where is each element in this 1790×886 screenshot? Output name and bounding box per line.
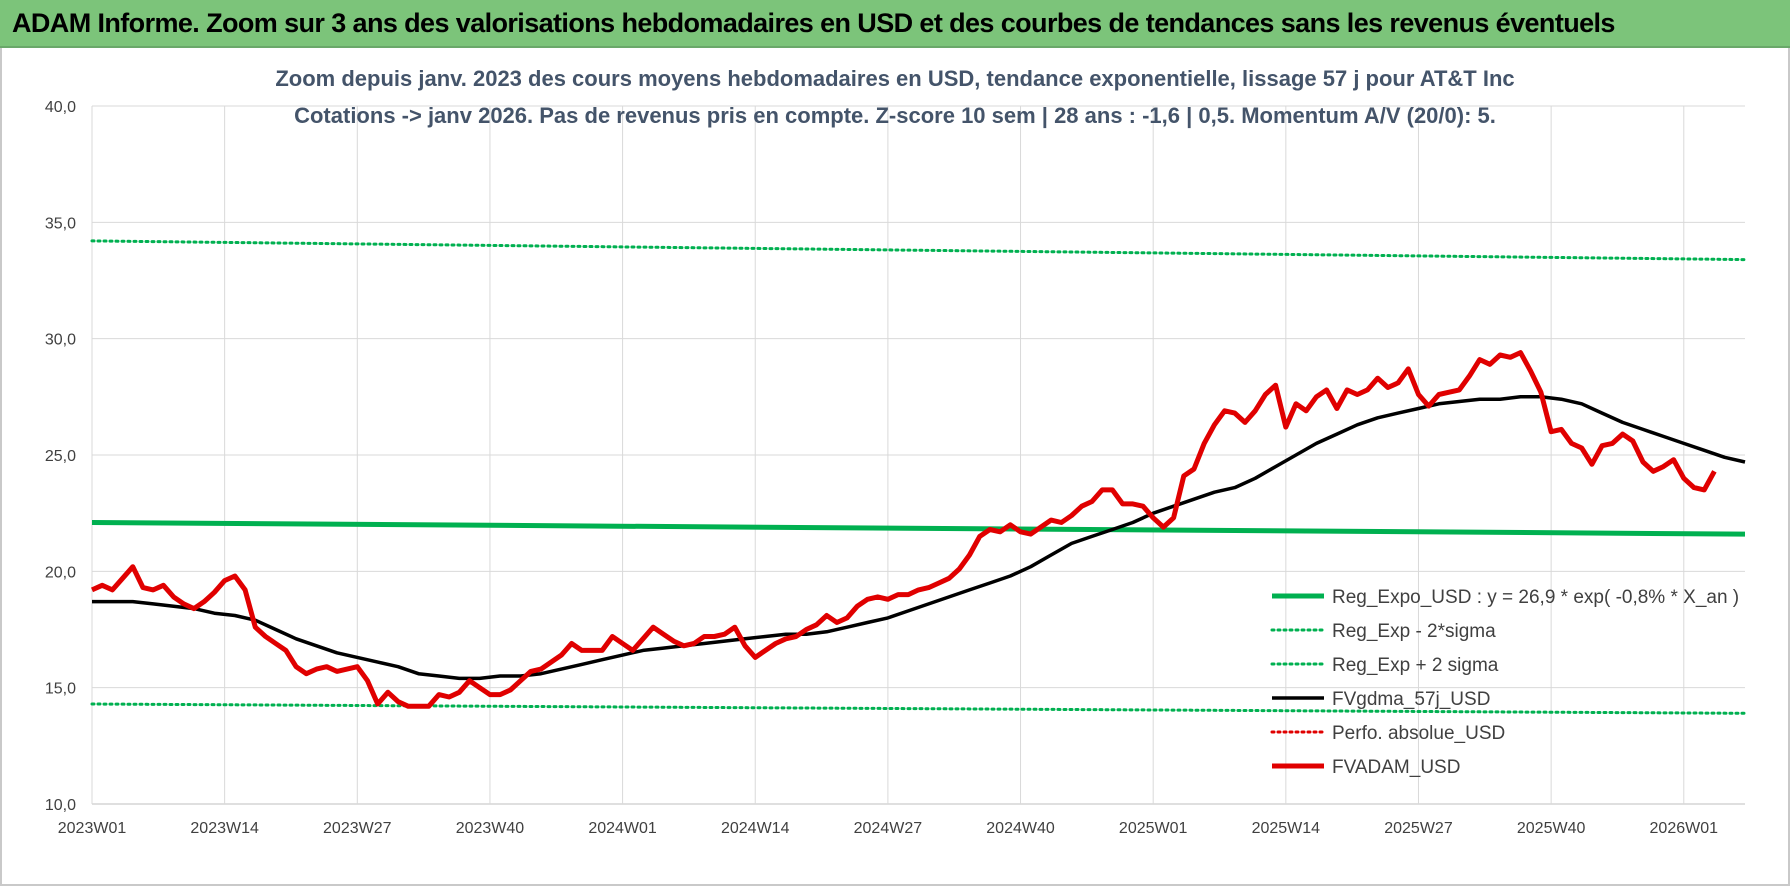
x-tick-label: 2024W14 (721, 820, 790, 837)
x-tick-label: 2025W27 (1384, 820, 1453, 837)
y-tick-label: 30,0 (45, 332, 76, 349)
series-layer (90, 239, 1747, 715)
header-banner: ADAM Informe. Zoom sur 3 ans des valoris… (0, 0, 1790, 48)
chart-frame: 10,0 15,0 20,0 25,0 30,0 35,0 40,0 2023W01 2023… (0, 48, 1790, 886)
y-tick-label: 35,0 (45, 215, 76, 232)
x-tick-label: 2024W01 (588, 820, 657, 837)
legend-label: Reg_Expo_USD : y = 26,9 * exp( -0,8% * X… (1332, 587, 1739, 608)
legend: Reg_Expo_USD : y = 26,9 * exp( -0,8% * X… (1270, 587, 1739, 778)
x-tick-label: 2025W40 (1517, 820, 1586, 837)
line-chart: 10,015,020,025,030,035,040,0 2023W01 2023… (45, 66, 1747, 837)
page-title: ADAM Informe. Zoom sur 3 ans des valoris… (12, 8, 1615, 38)
fvgdma-57j-line (92, 395, 1746, 681)
legend-label: Reg_Exp + 2 sigma (1332, 655, 1499, 676)
y-axis-ticks: 10,0 15,0 20,0 25,0 30,0 35,0 40,0 (45, 99, 76, 814)
chart-title: Zoom depuis janv. 2023 des cours moyens … (275, 66, 1514, 91)
x-tick-label: 2026W01 (1650, 820, 1719, 837)
x-tick-label: 2024W40 (986, 820, 1055, 837)
fvadam-line (90, 350, 1717, 709)
x-tick-label: 2024W27 (854, 820, 923, 837)
x-tick-label: 2023W27 (323, 820, 392, 837)
y-tick-label: 10,0 (45, 797, 76, 814)
y-tick-label: 20,0 (45, 564, 76, 581)
y-tick-label: 25,0 (45, 448, 76, 465)
legend-label: FVADAM_USD (1332, 757, 1460, 778)
reg-expo-plus-2sigma-line (90, 239, 1747, 262)
x-tick-label: 2023W40 (456, 820, 525, 837)
reg-expo-line (91, 520, 1746, 537)
x-tick-label: 2023W01 (58, 820, 127, 837)
gridlines (91, 105, 1745, 805)
reg-expo-minus-2sigma-line (90, 702, 1747, 715)
legend-label: Perfo. absolue_USD (1332, 723, 1505, 744)
x-axis-ticks: 2023W01 2023W14 2023W27 2023W40 2024W01 2024W… (58, 820, 1718, 837)
chart-subtitle: Cotations -> janv 2026. Pas de revenus p… (294, 103, 1496, 128)
x-tick-label: 2025W01 (1119, 820, 1188, 837)
x-tick-label: 2023W14 (190, 820, 259, 837)
y-tick-label: 15,0 (45, 681, 76, 698)
legend-label: Reg_Exp - 2*sigma (1332, 621, 1496, 642)
y-tick-label: 40,0 (45, 99, 76, 116)
x-tick-label: 2025W14 (1252, 820, 1321, 837)
legend-label: FVgdma_57j_USD (1332, 689, 1490, 710)
